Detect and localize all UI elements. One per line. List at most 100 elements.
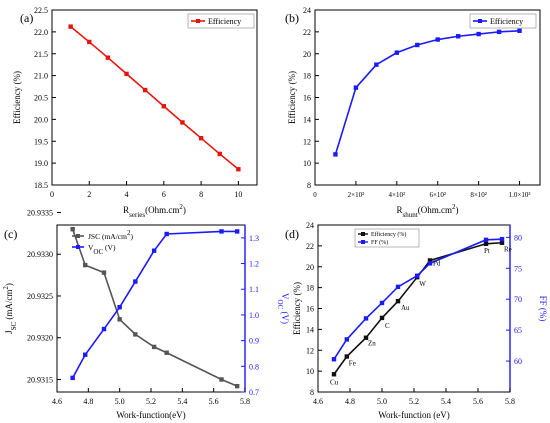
panel-c-series-1-point: [151, 248, 157, 253]
panel-d-point-label: Fe: [349, 360, 356, 368]
panel-d-xtick-label: 5.8: [505, 397, 515, 406]
panel-d-xtick-label: 5.6: [473, 397, 483, 406]
panel-c-ytick-right-label: 0.9: [249, 337, 259, 346]
panel-c-xtick-label: 5.6: [209, 397, 219, 406]
panel-a-ytick-label: 22.5: [34, 6, 48, 15]
panel-a-xlabel: Rseries(Ohm.cm2): [123, 203, 186, 219]
panel-d-ytick-left-label: 12: [306, 346, 314, 355]
panel-d-ytick-left-label: 14: [306, 325, 314, 334]
panel-c-xtick-label: 4.6: [52, 397, 62, 406]
panel-a-series-0-point: [142, 87, 148, 93]
panel-d-ytick-left-label: 18: [306, 284, 314, 293]
panel-a-xtick-label: 6: [162, 190, 166, 199]
panel-d-series-1-line: [333, 238, 503, 360]
panel-a-ytick-label: 21.0: [34, 72, 48, 81]
panel-d-xtick-label: 4.8: [345, 397, 355, 406]
panel-c-series-0-point: [133, 332, 138, 337]
panel-c-legend-marker: [76, 245, 80, 249]
panel-c-series-0-point: [164, 350, 169, 355]
panel-d-series-1-point: [363, 316, 369, 321]
panel-d-ytick-right-label: 75: [514, 264, 522, 273]
panel-c-series-1-point: [117, 305, 122, 310]
panel-d-series-0-line: [333, 241, 503, 375]
panel-b-xtick-label: 2×10²: [348, 191, 365, 199]
panel-d-point-label: W: [419, 280, 426, 288]
panel-c-legend-marker: [76, 234, 80, 238]
panel-d-series-0-point: [499, 240, 505, 245]
panel-d-frame: [317, 224, 511, 393]
panel-d-point-label: Pt: [484, 247, 490, 255]
panel-a-ytick-label: 20.5: [34, 94, 48, 103]
panel-c-ytick-right-label: 1.3: [249, 234, 259, 243]
panel-d-legend-marker: [361, 240, 365, 244]
panel-b-legend-label: Efficiency: [490, 17, 523, 26]
panel-d-xtick-label: 5.0: [377, 397, 387, 406]
panel-d-series-1-point: [415, 273, 420, 278]
panel-c-xtick-label: 5.4: [177, 397, 187, 406]
panel-d-xlabel: Work-function (eV): [378, 410, 450, 420]
panel-b-ytick-label: 20: [303, 50, 311, 59]
panel-c-series-1-point: [70, 375, 75, 381]
panel-a-legend: [187, 13, 255, 29]
panel-d-ytick-right-label: 65: [514, 326, 522, 335]
panel-b-legend-marker: [478, 19, 482, 23]
panel-b-ylabel: Efficiency (%): [287, 71, 297, 124]
panel-c-series-0-point: [234, 383, 240, 389]
panel-b-ytick-label: 14: [303, 115, 311, 124]
panel-c-ytick-right-label: 0.8: [249, 362, 259, 371]
panel-a-series-0-line: [70, 26, 239, 170]
panel-d-point-label: Au: [401, 304, 410, 312]
panel-b-xtick-label: 4×10²: [389, 191, 406, 199]
panel-c-xtick-label: 5.8: [240, 397, 250, 406]
panel-d-series-0-point: [395, 298, 401, 304]
panel-d-xtick-label: 5.4: [441, 397, 451, 406]
panel-d-series-0-point: [483, 241, 489, 246]
panel-a-series-0-point: [105, 55, 111, 60]
panel-c-series-0-point: [101, 270, 107, 275]
panel-b-ytick-label: 12: [303, 137, 311, 146]
panel-d-legend: [354, 228, 420, 248]
panel-d-legend-label: Efficiency (%): [371, 231, 406, 238]
panel-d-series-0-point: [427, 258, 433, 263]
panel-d-series-0-point: [331, 372, 337, 377]
panel-a-legend-marker: [196, 19, 200, 23]
panel-d-series-1-point: [344, 337, 349, 342]
panel-d-ytick-left-label: 20: [306, 263, 314, 272]
panel-b-ytick-label: 22: [303, 28, 311, 37]
panel-c-ytick-left-label: 20.9335: [27, 208, 53, 217]
panel-a-xtick-label: 2: [87, 190, 91, 199]
panel-b-series-0-point: [353, 85, 359, 90]
panel-b-series-0-point: [496, 29, 502, 35]
panel-c-series-1-point: [234, 229, 240, 234]
panel-c-xtick-label: 4.8: [83, 397, 93, 406]
panel-b-ytick-label: 24: [303, 6, 311, 15]
panel-c-ytick-right-label: 1.1: [249, 285, 259, 294]
panel-c-series-0-point: [83, 262, 88, 268]
panel-b-series-0-line: [334, 29, 520, 155]
panel-a-xtick-label: 0: [50, 190, 54, 199]
panel-d-series-1-point: [379, 300, 385, 306]
panel-b-series-0-point: [476, 31, 481, 37]
panel-d-series-1-point: [331, 357, 337, 362]
panel-b-ytick-label: 8: [307, 181, 311, 190]
panel-a-series-0-point: [236, 167, 241, 172]
panel-d-series-0-point: [379, 315, 385, 321]
panel-a-xtick-label: 4: [125, 190, 129, 199]
panel-a-ytick-label: 19.5: [34, 137, 48, 146]
panel-d-series-1-point: [499, 237, 505, 242]
panel-b-xtick-label: 8×10²: [470, 191, 487, 199]
panel-a-ytick-label: 19.0: [34, 159, 48, 168]
panel-b-xtick-label: 0: [313, 191, 317, 199]
panel-b-series-0-point: [374, 62, 379, 67]
panel-d-series-0-point: [344, 354, 349, 359]
panel-c-series-1-point: [101, 326, 107, 332]
panel-d-ytick-right-label: 70: [514, 295, 522, 304]
panel-c-ytick-left-label: 20.9315: [27, 375, 53, 384]
panel-c-xtick-label: 5.2: [146, 397, 156, 406]
panel-c-ylabel-right: VOC (V): [276, 293, 290, 324]
panel-c-series-0-point: [219, 377, 224, 382]
panel-c-ylabel-left: JSC (mA/cm2): [2, 283, 18, 334]
panel-a-label: (a): [20, 11, 33, 25]
panel-b-ytick-label: 18: [303, 72, 311, 81]
